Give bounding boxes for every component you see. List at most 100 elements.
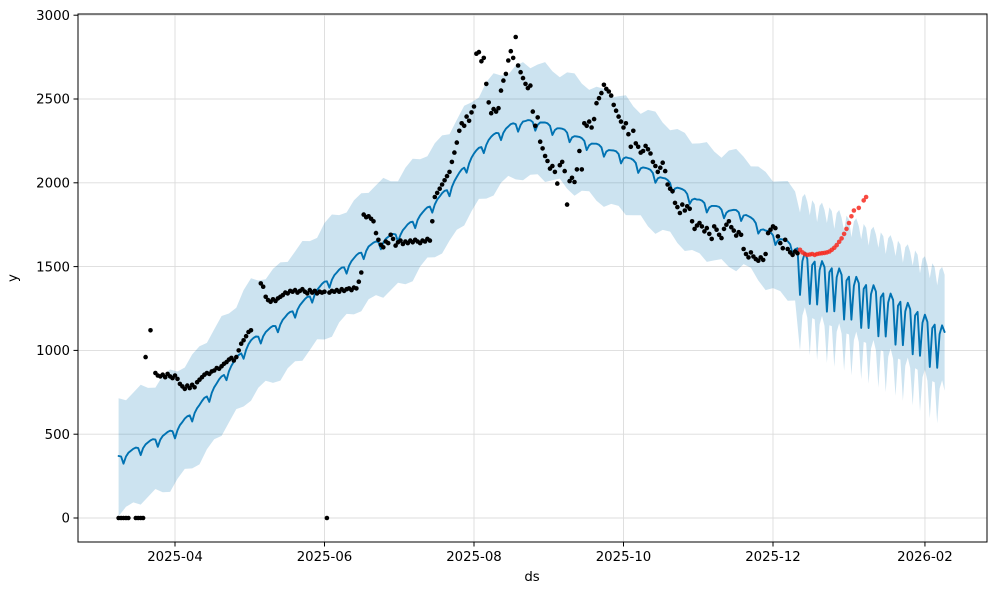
observed-point <box>508 48 514 54</box>
observed-point <box>658 165 663 170</box>
x-tick-label: 2026-02 <box>897 550 953 565</box>
observed-point <box>454 140 460 145</box>
observed-point <box>439 182 445 187</box>
observed-point <box>569 175 575 181</box>
x-tick-label: 2025-04 <box>147 550 203 565</box>
observed-point <box>584 123 589 129</box>
observed-point <box>162 374 168 380</box>
observed-point <box>192 385 197 390</box>
plot-border <box>77 13 988 543</box>
observed-point <box>515 63 521 68</box>
observed-point <box>488 110 494 116</box>
observed-point <box>550 163 555 169</box>
observed-point <box>790 252 795 258</box>
observed-point <box>496 105 501 111</box>
observed-point <box>699 224 705 229</box>
observed-point <box>523 81 528 87</box>
observed-point <box>645 147 651 152</box>
observed-point <box>665 182 670 187</box>
y-tick-label: 3000 <box>36 9 70 24</box>
observed-point <box>613 108 619 113</box>
observed-point <box>126 515 131 521</box>
observed-point <box>660 160 665 165</box>
observed-point <box>376 237 381 243</box>
observed-point <box>596 95 602 101</box>
future-point <box>839 236 844 241</box>
observed-point <box>148 328 153 333</box>
observed-point <box>709 236 714 242</box>
forecast-line <box>117 119 946 465</box>
observed-point <box>528 83 533 88</box>
y-tick-label: 1000 <box>36 344 70 359</box>
observed-point <box>719 235 724 241</box>
observed-point <box>236 348 241 353</box>
observed-point <box>557 162 563 168</box>
observed-point <box>589 125 594 130</box>
future-point <box>846 220 852 226</box>
observed-point <box>672 200 678 206</box>
observed-point <box>354 286 359 291</box>
observed-point <box>577 148 582 154</box>
observed-point <box>506 58 511 63</box>
observed-point <box>469 110 474 115</box>
y-tick-label: 2500 <box>36 93 70 108</box>
future-observed-points <box>797 194 869 258</box>
observed-point <box>486 100 492 105</box>
observed-point <box>726 219 732 224</box>
axes-frame <box>77 13 988 543</box>
observed-point <box>241 338 246 343</box>
observed-point <box>711 224 717 229</box>
observed-point <box>385 240 391 246</box>
x-axis-label: ds <box>524 570 539 585</box>
observed-point <box>579 167 585 172</box>
future-point <box>834 242 839 248</box>
observed-point <box>594 100 599 106</box>
observed-point <box>555 181 560 186</box>
observed-point <box>756 258 761 264</box>
observed-point <box>359 270 364 275</box>
observed-point <box>635 144 641 150</box>
observed-point <box>140 515 146 521</box>
observed-point <box>633 141 639 146</box>
observed-point <box>677 210 683 216</box>
x-tick-label: 2025-08 <box>446 550 502 565</box>
observed-points <box>116 34 800 521</box>
observed-point <box>628 144 634 150</box>
observed-point <box>324 515 330 521</box>
observed-point <box>775 234 781 239</box>
observed-point <box>542 153 548 159</box>
observed-point <box>707 231 712 237</box>
observed-point <box>452 150 457 155</box>
observed-point <box>655 169 661 175</box>
observed-point <box>606 89 612 94</box>
observed-point <box>773 225 778 231</box>
observed-point <box>572 179 577 185</box>
observed-point <box>680 202 685 207</box>
observed-point <box>689 219 695 224</box>
future-point <box>856 205 862 211</box>
future-point <box>863 194 869 200</box>
observed-point <box>501 78 506 83</box>
observed-point <box>305 291 310 296</box>
observed-point <box>608 93 614 98</box>
observed-point <box>574 167 580 172</box>
observed-point <box>795 250 800 256</box>
observed-point <box>182 386 188 392</box>
uncertainty-band <box>118 62 945 517</box>
observed-point <box>704 225 710 231</box>
observed-point <box>498 88 504 93</box>
observed-point <box>741 246 746 252</box>
observed-point <box>545 158 550 164</box>
future-point <box>849 214 854 219</box>
uncertainty-band-area <box>118 62 945 517</box>
observed-point <box>518 69 523 75</box>
observed-point <box>243 333 249 339</box>
observed-point <box>586 119 592 124</box>
observed-point <box>618 119 624 124</box>
y-axis-label: y <box>6 274 21 282</box>
observed-point <box>702 229 707 234</box>
observed-point <box>650 159 656 165</box>
observed-point <box>513 34 518 40</box>
observed-point <box>427 238 433 243</box>
